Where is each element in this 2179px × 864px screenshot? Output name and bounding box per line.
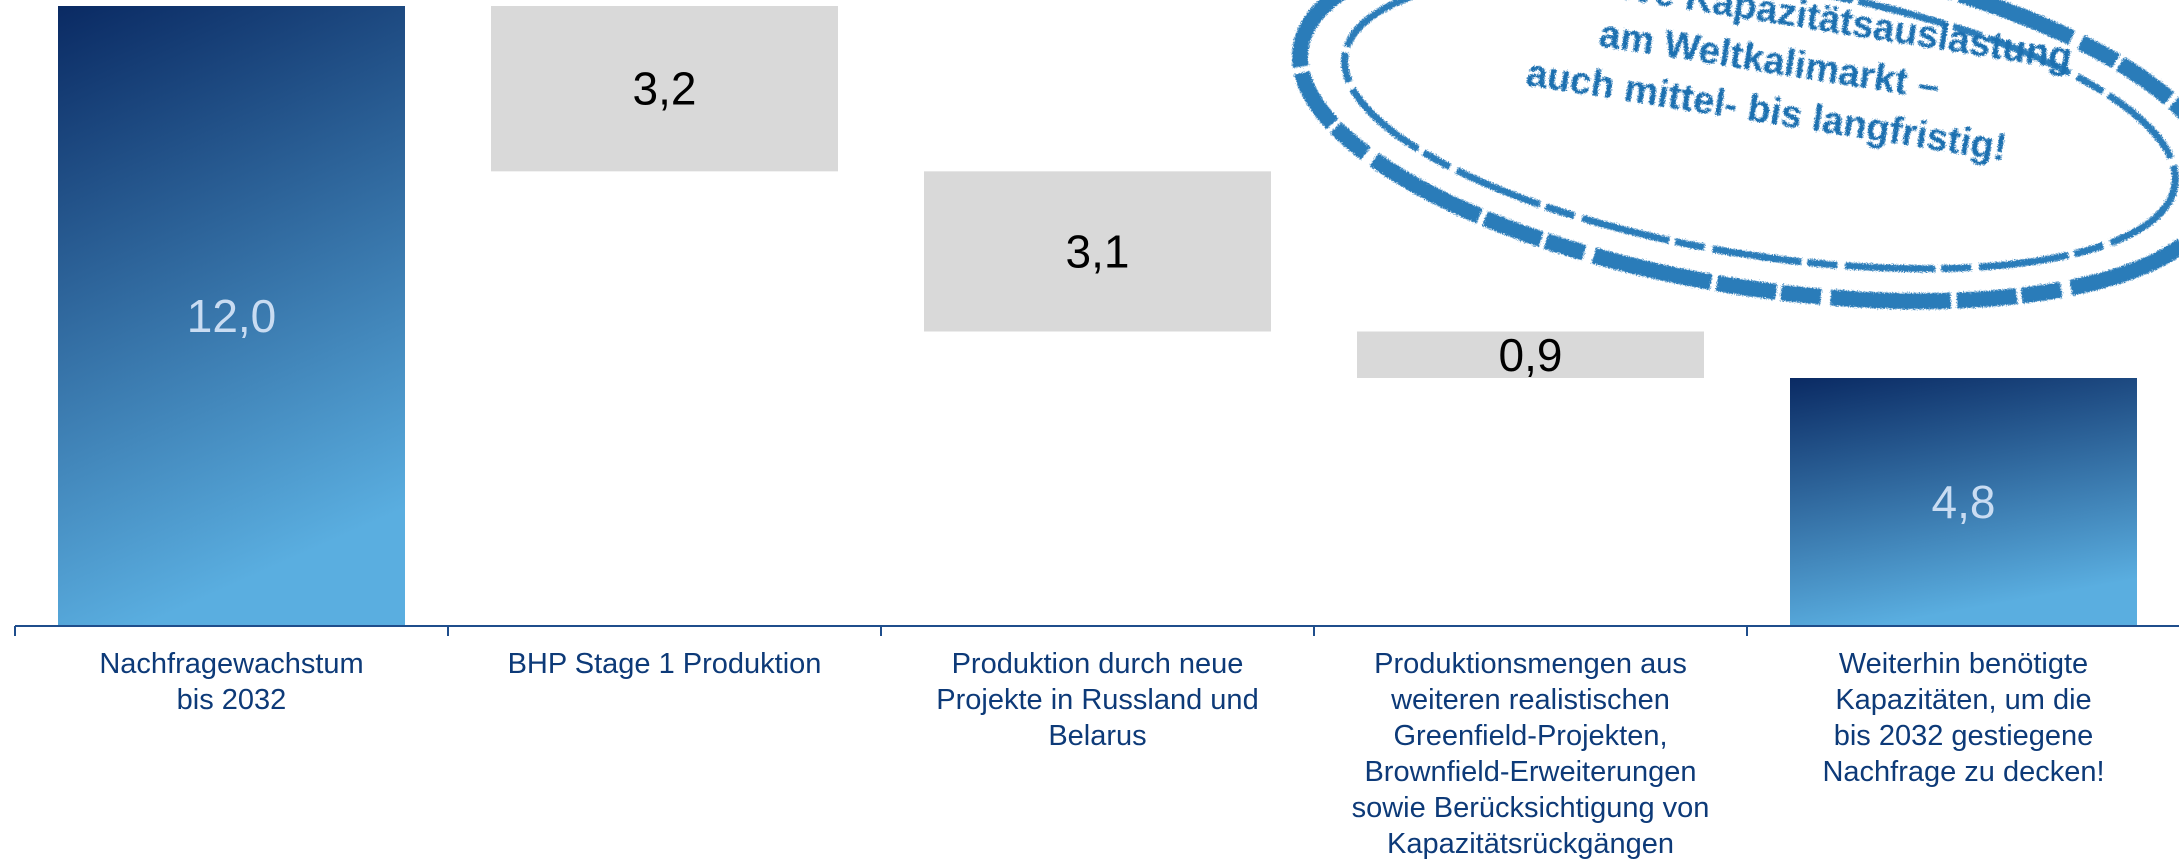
stamp-paper [1275, 0, 2179, 340]
bar-1 [58, 6, 405, 626]
category-label-line: Weiterhin benötigte [1838, 648, 2089, 680]
data-label-4: 0,9 [1499, 329, 1563, 381]
category-label-line: Projekte in Russland und [936, 684, 1259, 716]
category-label-line: Nachfragewachstum [99, 648, 364, 680]
category-label-line: sowie Berücksichtigung von [1351, 792, 1710, 824]
bars-layer: 12,0 3,2 3,1 0,9 4,8 [58, 6, 2137, 626]
category-label-4: Produktionsmengen aus weiteren realistisc… [1341, 646, 1721, 862]
category-label-line: bis 2032 gestiegene [1833, 720, 2094, 752]
data-label-5: 4,8 [1932, 476, 1996, 528]
category-label-2: BHP Stage 1 Produktion [475, 646, 855, 682]
stamp-ring-outer [1291, 0, 2179, 310]
category-label-line: Nachfrage zu decken! [1822, 756, 2105, 788]
x-axis [14, 625, 2179, 636]
category-label-line: Produktionsmengen aus [1374, 648, 1687, 680]
category-label-line: Brownfield-Erweiterungen [1364, 756, 1697, 788]
category-label-1: Nachfragewachstum bis 2032 [42, 646, 422, 718]
data-label-3: 3,1 [1066, 225, 1130, 277]
data-label-1: 12,0 [187, 290, 277, 342]
category-label-line: Belarus [1048, 720, 1147, 752]
category-label-line: Kapazitätsrückgängen [1387, 828, 1674, 860]
category-label-line: BHP Stage 1 Produktion [507, 648, 822, 680]
category-label-line: Greenfield-Projekten, [1393, 720, 1668, 752]
category-label-5: Weiterhin benötigte Kapazitäten, um die bi… [1774, 646, 2154, 790]
category-label-line: Kapazitäten, um die [1835, 684, 2092, 716]
category-label-line: Produktion durch neue [951, 648, 1244, 680]
bar-5 [1790, 378, 2137, 626]
category-label-line: weiteren realistischen [1391, 684, 1670, 716]
bar-4 [1357, 331, 1704, 378]
stamp-ring-inner [1341, 0, 2179, 273]
category-label-3: Produktion durch neue Projekte in Russlan… [908, 646, 1288, 754]
bar-2 [491, 6, 838, 172]
category-label-line: bis 2032 [176, 684, 287, 716]
bar-3 [924, 171, 1271, 332]
stamp-overlay: Attraktive Kapazitätsauslastungam Weltka… [1275, 0, 2179, 340]
data-label-2: 3,2 [633, 63, 697, 115]
